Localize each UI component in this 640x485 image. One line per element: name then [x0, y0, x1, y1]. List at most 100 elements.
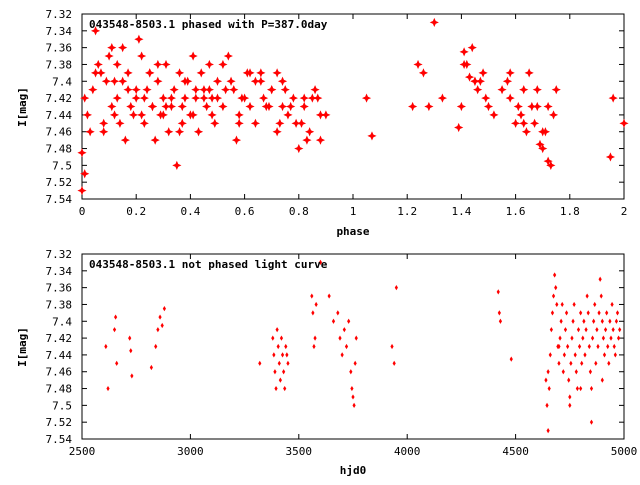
data-point [251, 119, 260, 128]
data-point [589, 385, 594, 392]
data-point [560, 301, 564, 308]
data-point [118, 77, 127, 86]
data-point [246, 102, 255, 111]
data-point [583, 352, 587, 358]
x-tick-label: 0.2 [126, 205, 146, 218]
data-point [194, 127, 203, 136]
data-point [310, 293, 314, 299]
data-point [208, 110, 217, 119]
y-tick-label: 7.44 [46, 109, 73, 122]
data-point [473, 85, 482, 94]
data-point [154, 343, 158, 350]
data-point [313, 94, 322, 103]
data-point [191, 94, 200, 103]
data-point [553, 272, 557, 278]
data-point [283, 385, 287, 392]
y-tick-label: 7.52 [46, 416, 73, 429]
y-tick-label: 7.32 [46, 8, 73, 21]
data-point [78, 186, 86, 195]
data-point [104, 343, 108, 350]
data-point [126, 102, 135, 111]
data-point [352, 402, 356, 408]
data-point [575, 385, 579, 392]
x-tick-label: 1.8 [560, 205, 580, 218]
x-tick-label: 0.6 [235, 205, 255, 218]
x-tick-label: 1.6 [506, 205, 526, 218]
data-point [544, 377, 548, 383]
data-point [590, 335, 595, 341]
data-point [256, 68, 265, 77]
data-point [584, 327, 588, 333]
data-point [285, 352, 289, 358]
data-point [167, 94, 176, 103]
plot-frame-unphased [81, 253, 625, 440]
data-point [603, 327, 608, 333]
x-tick-label: 2500 [69, 445, 96, 458]
x-tick-label: 3000 [177, 445, 204, 458]
x-axis-label-phased: phase [336, 225, 369, 238]
y-tick-label: 7.38 [46, 58, 73, 71]
data-point [314, 301, 318, 308]
data-point [151, 136, 160, 145]
data-point [340, 352, 344, 358]
data-point [592, 318, 596, 324]
data-point [129, 348, 133, 354]
data-point [615, 310, 620, 316]
data-point [438, 94, 447, 103]
data-point [316, 110, 325, 119]
data-point [497, 310, 501, 316]
data-point [568, 394, 572, 400]
data-point [598, 276, 602, 282]
chart-title-phased: 043548-8503.1 phased with P=387.0day [89, 18, 328, 31]
data-point [305, 127, 314, 136]
x-axis-ticks-unphased: 2500 3000 3500 4000 4500 5000 [69, 254, 637, 458]
data-point [278, 377, 282, 383]
data-point [601, 335, 606, 341]
data-point [593, 301, 597, 308]
data-point [297, 119, 306, 128]
y-tick-label: 7.52 [46, 176, 73, 189]
data-point [153, 60, 162, 69]
panel-unphased: 7.32 7.34 7.36 7.38 7.4 7.42 7.44 7.46 7.48 7.5 7.… [16, 248, 637, 477]
data-point [218, 102, 227, 111]
data-point [344, 343, 349, 350]
data-point [178, 102, 187, 111]
y-tick-label: 7.4 [52, 315, 72, 328]
data-point [564, 310, 569, 316]
data-point [210, 119, 219, 128]
x-tick-label: 4000 [394, 445, 421, 458]
data-point [275, 327, 279, 333]
data-point [599, 293, 603, 299]
y-tick-label: 7.34 [46, 265, 73, 278]
data-point [235, 119, 244, 128]
data-point [484, 102, 493, 111]
data-point [213, 94, 222, 103]
data-point [394, 285, 398, 291]
data-point [129, 110, 138, 119]
data-point [289, 94, 298, 103]
data-point [172, 161, 181, 170]
data-point [128, 335, 132, 341]
data-point [585, 293, 589, 299]
data-point [143, 85, 152, 94]
x-tick-label: 0.4 [180, 205, 200, 218]
data-point [572, 301, 576, 308]
data-point [105, 52, 114, 61]
data-point [414, 60, 423, 69]
data-point [91, 68, 100, 77]
y-tick-label: 7.48 [46, 383, 73, 396]
data-point [544, 102, 553, 111]
x-tick-label: 2 [621, 205, 628, 218]
data-point [110, 110, 119, 119]
x-axis-ticks-phased: 0 0.2 0.4 0.6 0.8 1 1.2 1.4 1.6 1.8 2 [79, 14, 628, 218]
data-point [130, 373, 134, 379]
data-point [588, 369, 592, 375]
data-point [300, 102, 309, 111]
y-tick-label: 7.54 [46, 193, 73, 206]
data-point [102, 77, 111, 86]
data-point [479, 68, 488, 77]
data-point [281, 85, 290, 94]
x-tick-label: 3500 [286, 445, 313, 458]
data-point [554, 285, 558, 291]
data-point [286, 360, 290, 366]
